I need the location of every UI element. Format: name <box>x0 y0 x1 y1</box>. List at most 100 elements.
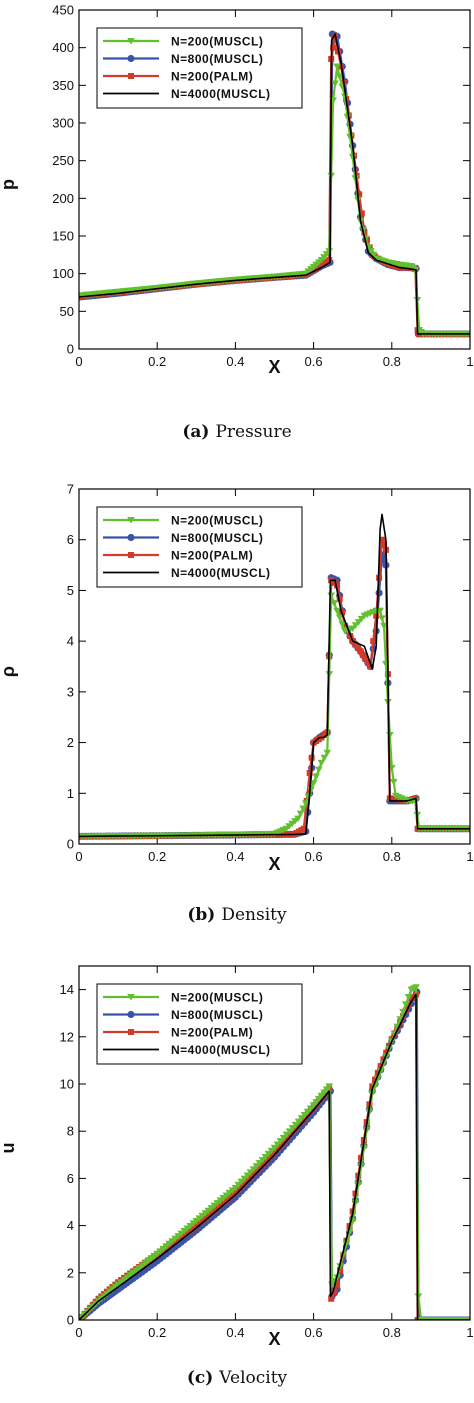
data-point <box>369 1083 376 1090</box>
legend-item-n-800-muscl: N=800(MUSCL) <box>103 52 263 66</box>
data-point <box>360 1145 368 1152</box>
data-point <box>229 1192 236 1199</box>
data-point <box>270 1144 279 1152</box>
data-point <box>386 731 394 739</box>
density-chart: 0 0.2 0.4 0.6 0.8 1 0 1 2 3 4 5 6 7 Xρ N=200(MUSCL) N=80… <box>0 482 474 875</box>
data-point <box>238 1183 245 1190</box>
series-n-4000-muscl <box>79 993 470 1320</box>
x-tick-label: 0.8 <box>383 354 401 369</box>
data-point <box>277 1142 284 1149</box>
data-point <box>352 641 359 648</box>
legend-label: N=200(PALM) <box>171 70 253 84</box>
data-point <box>299 805 307 813</box>
y-axis-label: u <box>0 1143 18 1154</box>
data-point <box>286 1132 293 1139</box>
data-point <box>312 773 321 780</box>
data-point <box>306 770 313 776</box>
data-point <box>351 1199 360 1207</box>
density-caption: (b) Density <box>0 905 474 925</box>
series-n-4000-muscl <box>79 33 470 335</box>
y-tick-label: 7 <box>67 482 74 497</box>
legend-label: N=200(PALM) <box>171 549 253 563</box>
data-point <box>253 1167 260 1174</box>
data-point <box>414 1293 423 1300</box>
y-tick-label: 50 <box>60 304 74 319</box>
y-tick-label: 200 <box>52 191 74 206</box>
series-line <box>79 513 470 838</box>
data-point <box>279 1134 288 1142</box>
y-tick-label: 10 <box>60 1077 74 1092</box>
x-tick-label: 1 <box>466 849 473 864</box>
data-point <box>232 1189 239 1196</box>
legend-item-n-800-muscl: N=800(MUSCL) <box>103 1008 263 1022</box>
data-point <box>356 191 363 198</box>
legend: N=200(MUSCL) N=800(MUSCL) N=200(PALM) N=400… <box>96 506 303 588</box>
plot-frame <box>78 965 471 1321</box>
data-point <box>401 1001 410 1009</box>
data-point <box>202 1214 209 1221</box>
data-point <box>276 1138 285 1145</box>
data-point <box>325 1083 334 1090</box>
data-point <box>370 638 377 645</box>
data-point <box>247 1174 254 1181</box>
y-tick-label: 14 <box>60 982 74 997</box>
data-point <box>336 595 343 602</box>
data-point <box>307 786 315 794</box>
data-point <box>341 622 348 629</box>
series-n-4000-muscl <box>79 513 470 838</box>
legend-label: N=200(MUSCL) <box>171 991 263 1005</box>
x-tick-label: 0 <box>75 849 82 864</box>
x-tick-label: 1 <box>466 1325 473 1340</box>
data-point <box>280 1139 287 1146</box>
x-tick-label: 0.6 <box>305 849 323 864</box>
data-point <box>399 1008 407 1016</box>
pressure-chart: 0 0.2 0.4 0.6 0.8 1 0 50 100 150 200 250 300 350 400 45… <box>0 3 474 378</box>
y-tick-label: 8 <box>67 1124 74 1139</box>
data-point <box>335 614 344 622</box>
data-point <box>328 1295 335 1302</box>
y-tick-label: 0 <box>67 837 74 852</box>
legend-marker <box>127 1010 135 1019</box>
data-point <box>362 655 369 662</box>
data-point <box>255 1160 264 1167</box>
y-tick-label: 5 <box>67 583 74 598</box>
legend-marker <box>128 1029 134 1035</box>
data-point <box>249 1166 258 1173</box>
y-tick-label: 450 <box>52 3 74 18</box>
data-point <box>341 93 349 101</box>
data-point <box>342 1240 351 1248</box>
data-point <box>405 1001 412 1008</box>
data-point <box>315 766 323 774</box>
y-tick-label: 350 <box>52 78 74 93</box>
data-point <box>383 1049 390 1056</box>
legend-marker <box>127 533 135 542</box>
data-point <box>323 749 332 757</box>
legend-label: N=4000(MUSCL) <box>171 566 271 580</box>
x-tick-label: 0 <box>75 354 82 369</box>
data-point <box>240 1175 249 1183</box>
x-tick-label: 0.6 <box>305 354 323 369</box>
data-point <box>235 1186 242 1193</box>
data-point <box>274 1145 281 1152</box>
data-point <box>331 1288 338 1295</box>
data-point <box>273 1141 282 1149</box>
legend-label: N=800(MUSCL) <box>171 531 263 545</box>
data-point <box>333 63 341 71</box>
y-tick-label: 250 <box>52 153 74 168</box>
legend: N=200(MUSCL) N=800(MUSCL) N=200(PALM) N=400… <box>96 27 303 109</box>
data-point <box>196 1220 203 1227</box>
legend-item-n-800-muscl: N=800(MUSCL) <box>103 531 263 545</box>
x-tick-label: 0.2 <box>148 354 166 369</box>
data-point <box>357 648 364 655</box>
data-point <box>369 251 378 259</box>
data-point <box>338 621 347 628</box>
x-axis-label: X <box>268 854 280 874</box>
y-tick-label: 100 <box>52 266 74 281</box>
caption-text: Velocity <box>219 1368 288 1388</box>
series-line <box>79 553 470 838</box>
data-point <box>357 615 366 623</box>
data-point <box>261 1153 270 1161</box>
pressure-caption: (a) Pressure <box>0 422 474 442</box>
data-point <box>379 1060 388 1068</box>
legend-label: N=200(MUSCL) <box>171 514 263 528</box>
